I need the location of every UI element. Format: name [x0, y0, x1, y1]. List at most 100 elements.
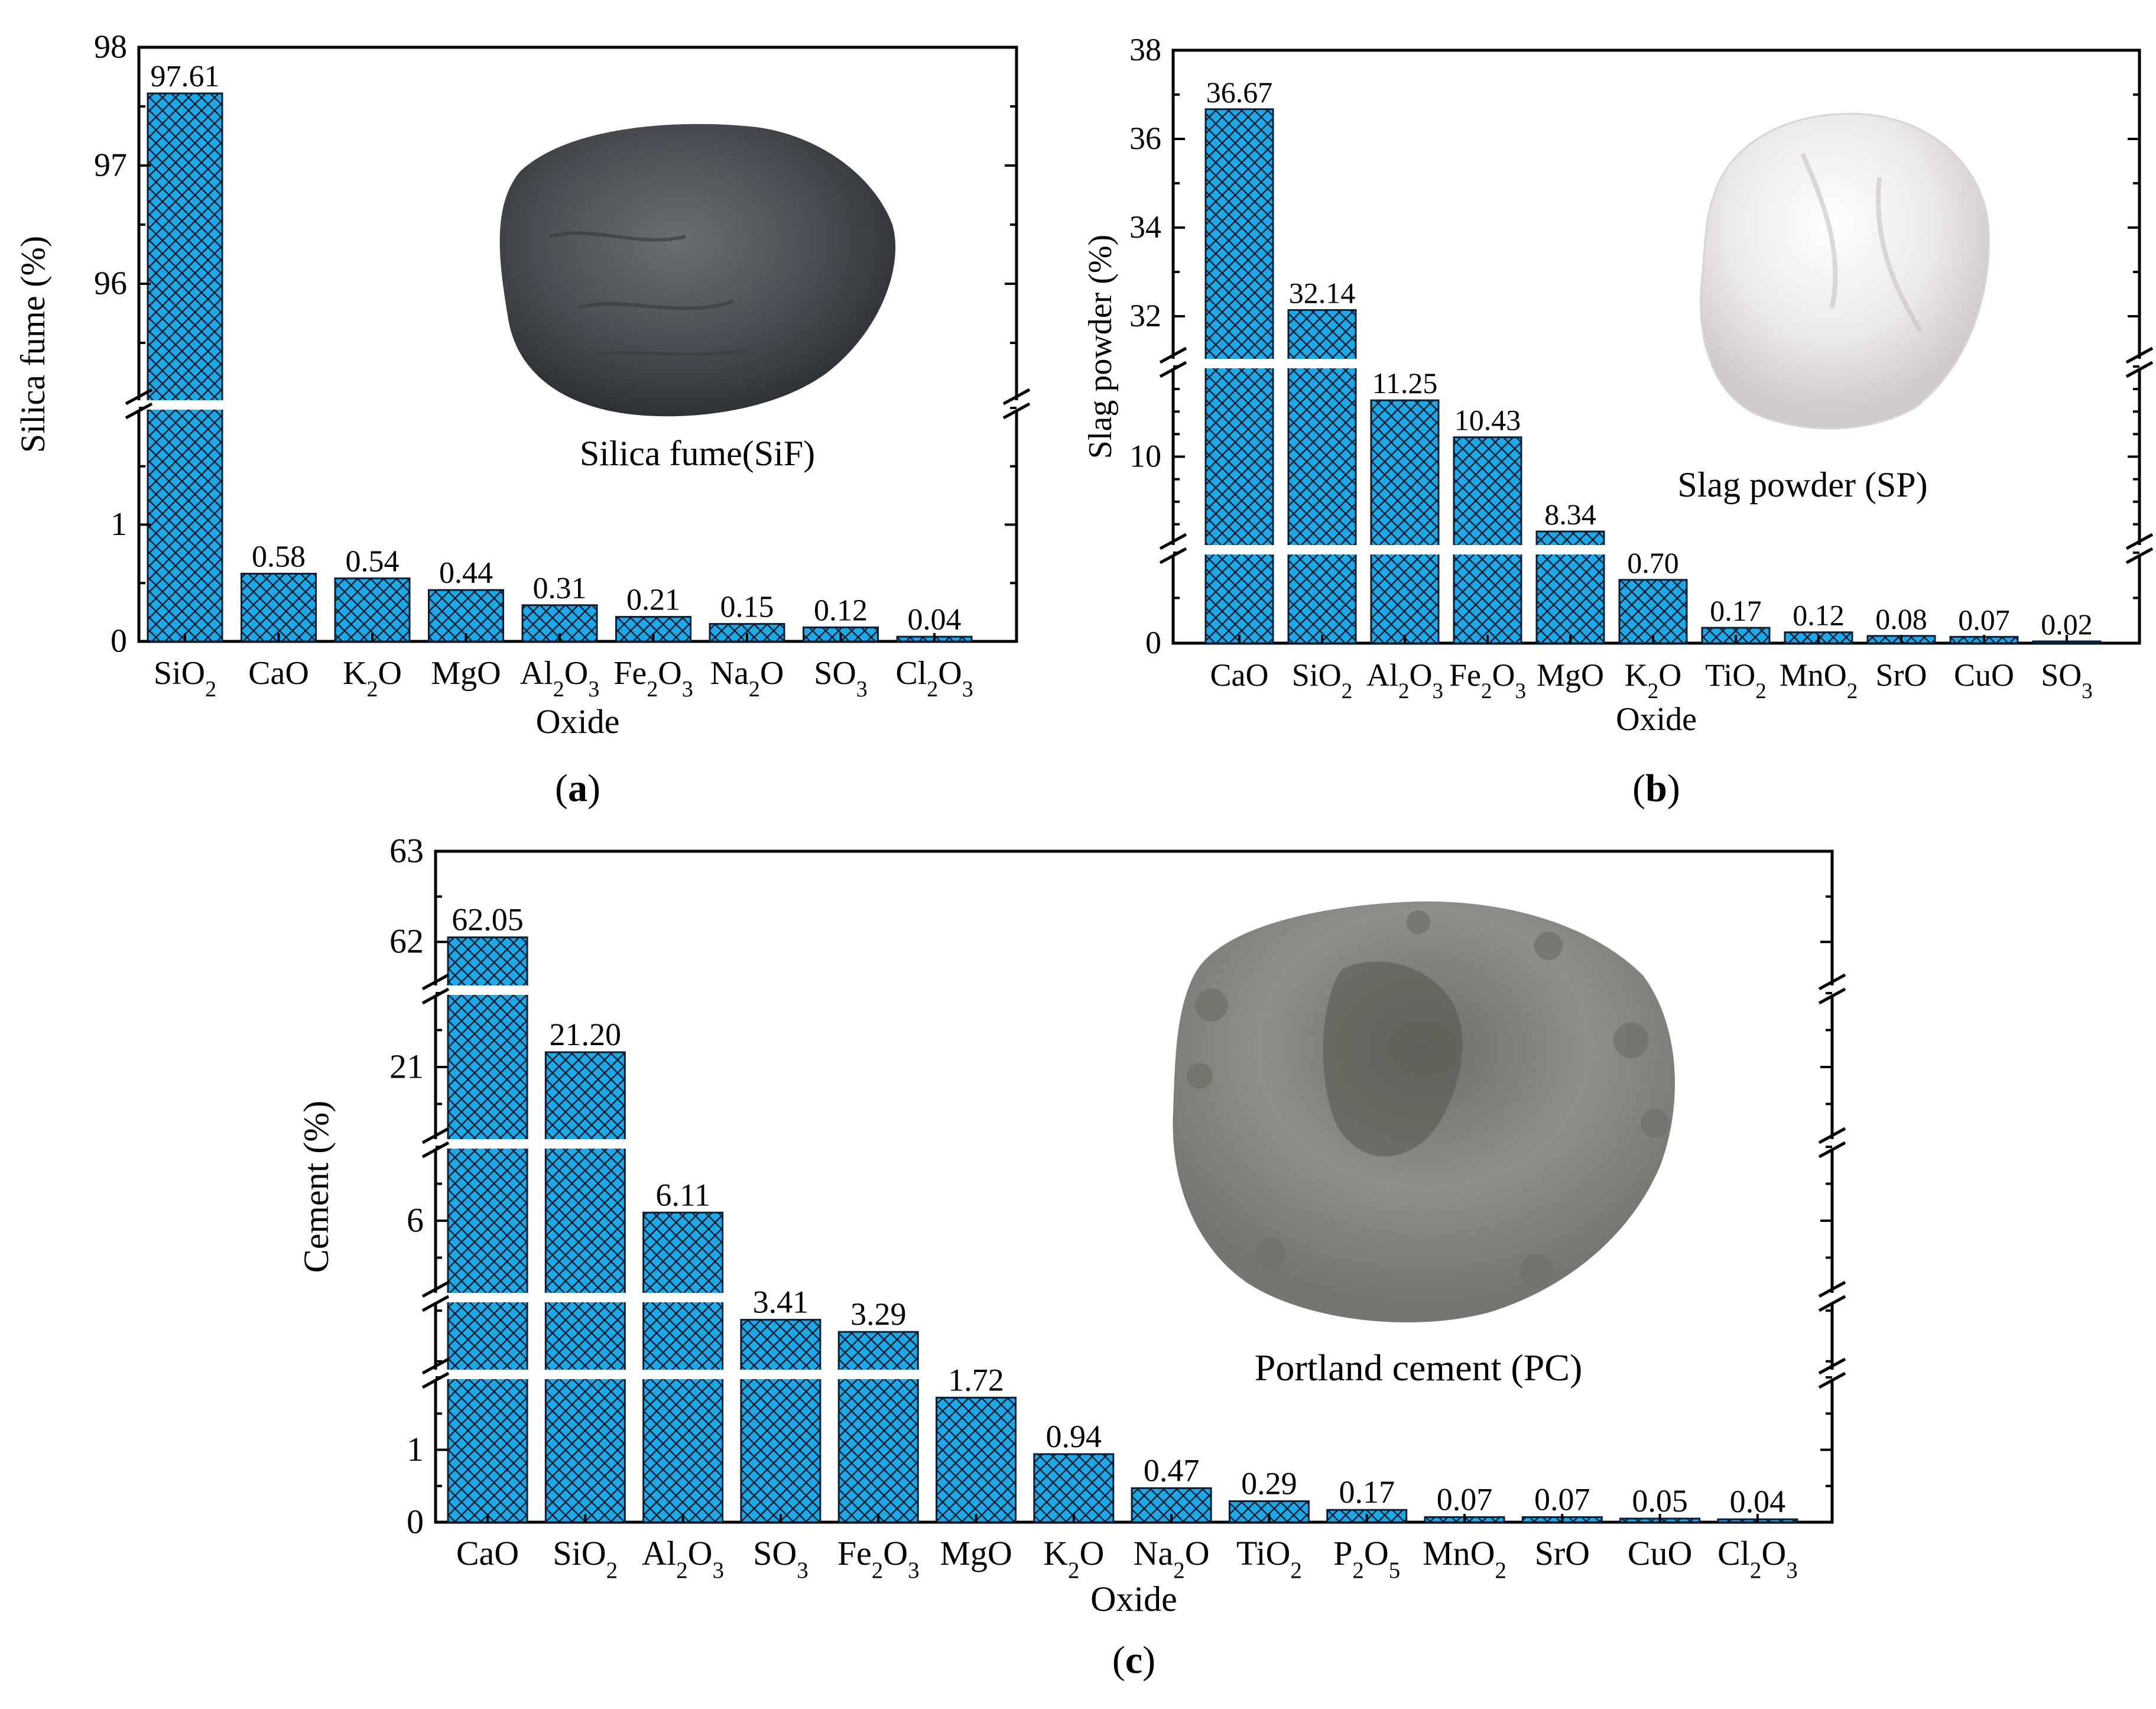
y-tick-label-b-2-1: 34 [1129, 209, 1161, 245]
x-tick-label-b-10: SO3 [2041, 657, 2093, 703]
value-label-c-3: 3.41 [753, 1285, 809, 1320]
chart-panel-c: 62.05 21.20 6.11 3.41 3.29 1.72 0.94 0.47 0.29 0.… [297, 831, 1846, 1682]
axis-break-gap-a-0 [141, 400, 1015, 410]
x-tick-label-c-2: Al2O3 [642, 1534, 724, 1583]
x-tick-label-a-6: Na2O [710, 655, 784, 702]
value-label-c-12: 0.05 [1632, 1483, 1688, 1519]
inset-caption-a: Silica fume(SiF) [580, 434, 815, 473]
bar-a-1 [241, 572, 317, 643]
x-tick-label-c-1: SiO2 [553, 1534, 618, 1583]
y-tick-label-c-2-0: 6 [407, 1201, 424, 1239]
x-tick-label-a-5: Fe2O3 [613, 655, 693, 702]
value-label-c-6: 0.94 [1046, 1419, 1102, 1454]
bar-c-6 [1033, 1453, 1115, 1523]
value-label-a-4: 0.31 [533, 572, 587, 605]
x-tick-label-a-1: CaO [248, 655, 309, 692]
panel-label-a: (a) [555, 767, 600, 810]
value-label-a-3: 0.44 [439, 556, 493, 590]
y-tick-label-c-0-1: 1 [407, 1430, 424, 1468]
y-tick-label-b-2-2: 36 [1129, 121, 1161, 156]
value-label-a-7: 0.12 [814, 594, 868, 627]
y-tick-label-a-1-1: 97 [94, 147, 127, 184]
value-label-b-8: 0.08 [1875, 602, 1927, 635]
x-tick-label-b-0: CaO [1210, 657, 1269, 693]
bar-b-3 [1453, 436, 1522, 644]
value-label-c-13: 0.04 [1730, 1484, 1786, 1519]
x-tick-label-c-12: CuO [1628, 1534, 1693, 1572]
x-tick-label-c-10: MnO2 [1423, 1534, 1506, 1583]
x-tick-label-c-8: TiO2 [1236, 1534, 1302, 1583]
panel-label-c: (c) [1112, 1639, 1155, 1682]
value-label-b-2: 11.25 [1372, 367, 1438, 400]
x-tick-label-a-3: MgO [431, 655, 501, 692]
x-tick-label-a-7: SO3 [814, 655, 868, 702]
value-label-a-2: 0.54 [346, 544, 400, 578]
y-tick-label-c-0-0: 0 [407, 1502, 424, 1541]
axis-break-mark-c-0-0 [421, 1357, 450, 1389]
value-label-c-7: 0.47 [1144, 1452, 1200, 1488]
y-axis-title-b: Slag powder (%) [1082, 235, 1119, 459]
value-label-b-0: 36.67 [1206, 76, 1273, 109]
x-tick-label-c-7: Na2O [1134, 1534, 1210, 1583]
axis-break-mark-a-0-1 [1002, 388, 1031, 420]
x-axis-title-a: Oxide [536, 702, 620, 741]
bar-c-5 [936, 1396, 1017, 1523]
bar-c-1 [544, 1051, 626, 1523]
portland-cement-photo [1173, 901, 1675, 1323]
y-tick-label-b-0-0: 0 [1145, 625, 1161, 660]
bar-a-2 [334, 577, 411, 643]
x-axis-title-c: Oxide [1090, 1580, 1177, 1619]
bar-c-3 [740, 1319, 822, 1523]
chart-panel-b: 36.67 32.14 11.25 10.43 8.34 0.70 0.17 0.12 0.08… [1082, 32, 2154, 810]
x-tick-label-c-6: K2O [1043, 1534, 1104, 1583]
value-label-b-7: 0.12 [1793, 599, 1845, 632]
value-label-b-4: 8.34 [1544, 498, 1596, 531]
x-tick-label-b-5: K2O [1625, 657, 1682, 703]
chart-panel-a: 97.61 0.58 0.54 0.44 0.31 0.21 0.15 0.12 0.04 0 1 9… [14, 29, 1031, 810]
y-tick-label-a-0-1: 1 [111, 506, 127, 543]
axis-break-gap-b-0 [1175, 545, 2138, 554]
value-label-a-1: 0.58 [252, 540, 306, 573]
inset-caption-b: Slag powder (SP) [1677, 465, 1927, 504]
y-tick-label-a-0-0: 0 [111, 623, 127, 660]
value-label-a-0: 97.61 [151, 60, 220, 93]
axis-break-mark-c-3-1 [1818, 973, 1846, 1005]
axis-break-cut-c-1-1 [1829, 1293, 1836, 1302]
axis-break-cut-c-1-0 [432, 1293, 439, 1302]
axis-break-mark-c-2-1 [1818, 1127, 1846, 1159]
inset-caption-c: Portland cement (PC) [1255, 1347, 1583, 1389]
bar-b-5 [1618, 579, 1688, 644]
x-tick-label-c-0: CaO [456, 1534, 519, 1572]
value-label-c-11: 0.07 [1534, 1481, 1590, 1517]
slag-powder-photo [1700, 112, 1990, 430]
x-tick-label-a-4: Al2O3 [520, 655, 599, 702]
axis-break-gap-b-1 [1175, 359, 2138, 368]
axis-break-mark-b-0-0 [1159, 533, 1187, 565]
x-tick-label-b-7: MnO2 [1780, 657, 1858, 703]
x-tick-label-b-9: CuO [1954, 657, 2014, 693]
bar-a-0 [147, 92, 223, 643]
value-label-b-9: 0.07 [1958, 603, 2010, 636]
value-label-c-10: 0.07 [1437, 1481, 1493, 1517]
value-label-c-8: 0.29 [1241, 1465, 1297, 1501]
value-label-c-1: 21.20 [550, 1017, 622, 1052]
x-tick-label-c-5: MgO [940, 1534, 1012, 1572]
bar-b-0 [1204, 108, 1274, 644]
x-tick-label-b-3: Fe2O3 [1449, 657, 1526, 703]
x-tick-label-a-2: K2O [343, 655, 402, 702]
x-tick-label-b-1: SiO2 [1292, 657, 1353, 703]
x-tick-label-c-11: SrO [1535, 1534, 1590, 1572]
y-tick-label-c-4-1: 63 [389, 831, 424, 870]
x-axis-title-b: Oxide [1616, 701, 1697, 738]
silica-fume-photo [499, 124, 896, 417]
axis-break-mark-c-0-1 [1818, 1357, 1846, 1389]
axis-break-mark-b-1-1 [2125, 346, 2154, 378]
value-label-b-3: 10.43 [1454, 404, 1521, 437]
axis-break-mark-b-0-1 [2125, 533, 2154, 565]
x-tick-label-c-9: P2O5 [1333, 1534, 1400, 1583]
y-tick-label-b-1-0: 10 [1129, 439, 1161, 474]
value-label-a-5: 0.21 [626, 583, 680, 617]
bar-c-2 [642, 1211, 724, 1523]
x-tick-label-c-3: SO3 [753, 1534, 808, 1583]
